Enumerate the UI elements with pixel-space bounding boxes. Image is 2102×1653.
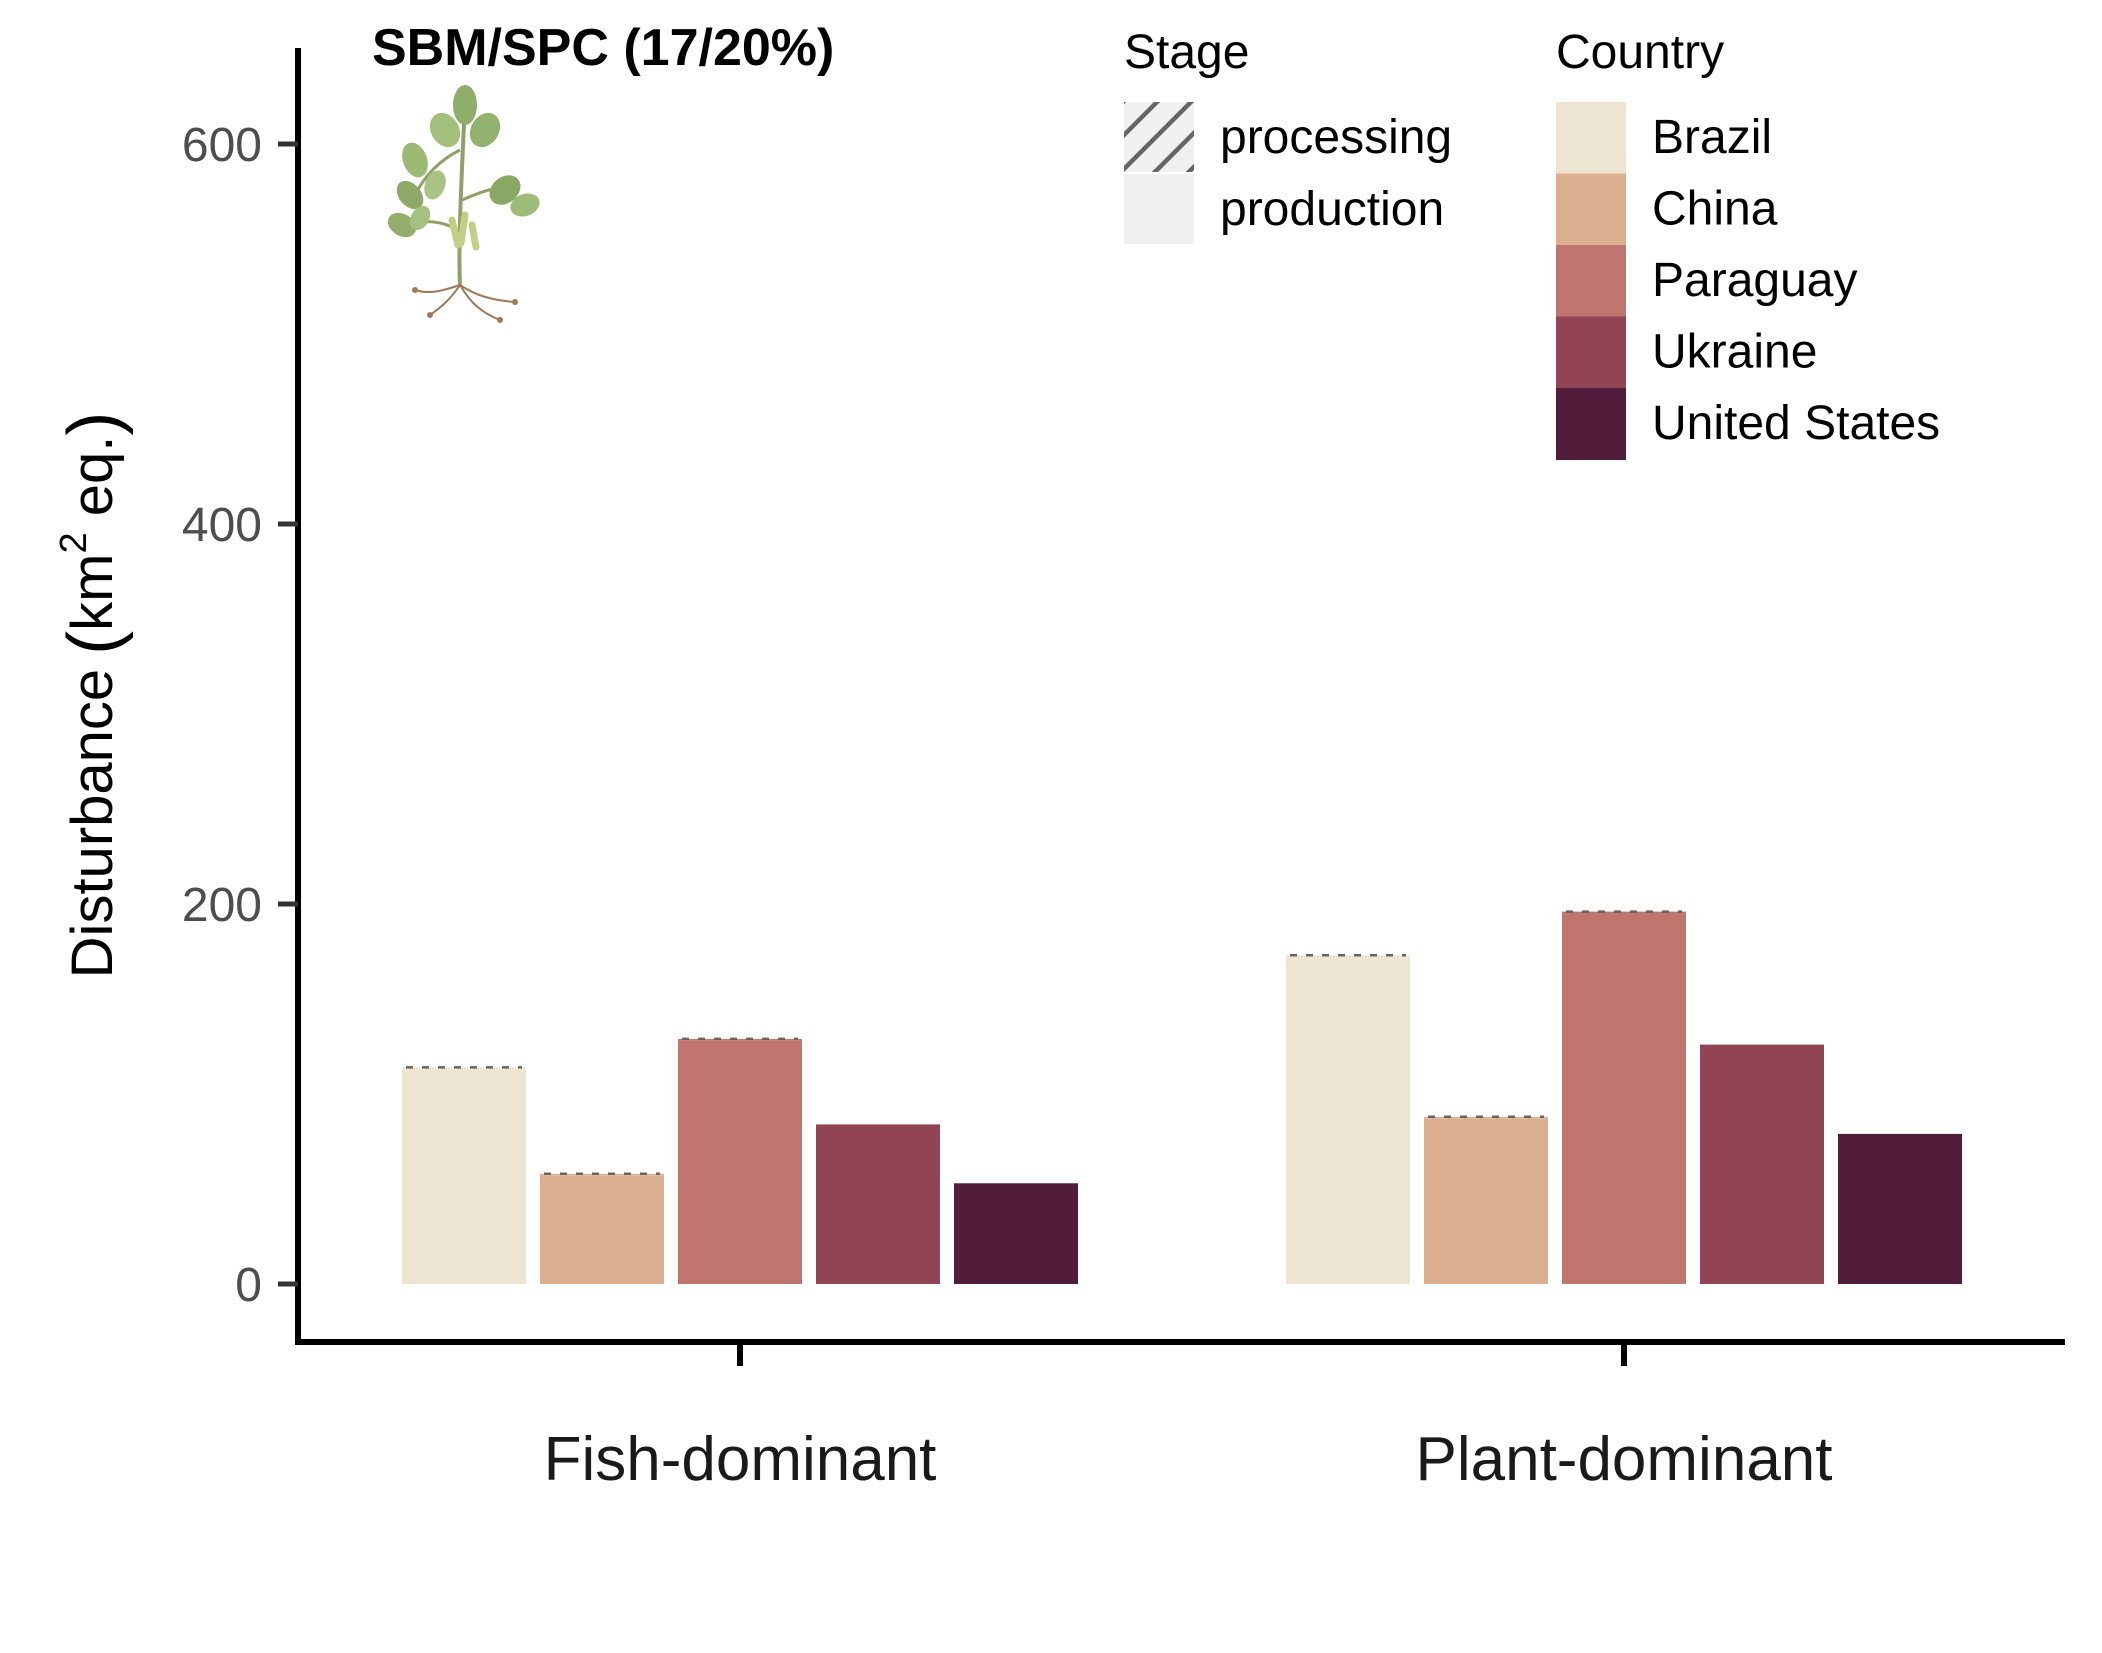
bar-production-united-states (1838, 1133, 1962, 1284)
legend-swatch-brazil (1556, 102, 1626, 174)
bar-processing-china (1424, 1116, 1548, 1119)
legend-stage-title: Stage (1124, 26, 1249, 79)
x-axis-labels: Fish-dominant Plant-dominant (544, 1342, 1833, 1494)
legend-label-production: production (1220, 183, 1444, 236)
bar-production-brazil (402, 1069, 526, 1284)
legend-label-paraguay: Paraguay (1652, 254, 1857, 307)
bar-production-paraguay (678, 1040, 802, 1284)
legend-country: Country Brazil China Paraguay Ukraine United… (1556, 26, 1940, 460)
y-tick-label: 400 (182, 499, 262, 552)
axes: 0 200 400 600 (182, 48, 2065, 1345)
y-axis-label-name: Disturbance (60, 669, 125, 978)
legend-label-united-states: United States (1652, 397, 1940, 450)
y-tick-label: 200 (182, 879, 262, 932)
legend-label-brazil: Brazil (1652, 111, 1772, 164)
chart-title: SBM/SPC (17/20%) (372, 19, 834, 77)
bar-production-ukraine (816, 1124, 940, 1284)
legend-swatch-processing (1124, 102, 1194, 172)
legend-swatch-china (1556, 173, 1626, 246)
legend-swatch-production (1124, 174, 1194, 244)
bar-production-china (540, 1175, 664, 1284)
legend-label-ukraine: Ukraine (1652, 326, 1817, 379)
bar-processing-paraguay (1562, 911, 1686, 914)
y-tick-label: 0 (235, 1259, 262, 1312)
bar-processing-brazil (402, 1067, 526, 1070)
legend-stage: Stage processing production (1124, 26, 1452, 244)
y-tick-label: 600 (182, 119, 262, 172)
legend-label-processing: processing (1220, 111, 1452, 164)
y-axis-label-unit-power: 2 (53, 532, 95, 553)
legend-swatch-united-states (1556, 388, 1626, 460)
bar-processing-china (540, 1173, 664, 1176)
bar-production-china (1424, 1118, 1548, 1284)
x-tick-label: Plant-dominant (1415, 1425, 1832, 1494)
bar-production-ukraine (1700, 1044, 1824, 1284)
bar-production-brazil (1286, 957, 1410, 1284)
legend-label-china: China (1652, 183, 1778, 236)
y-axis-label-unit-suffix: eq. (60, 436, 125, 533)
bars (402, 910, 1962, 1284)
bar-processing-brazil (1286, 955, 1410, 958)
x-tick-label: Fish-dominant (544, 1425, 937, 1494)
y-axis-label-unit: km (60, 554, 125, 631)
bar-production-paraguay (1562, 913, 1686, 1284)
y-axis-label: Disturbance(km2 eq.) (53, 412, 134, 979)
bar-production-united-states (954, 1183, 1078, 1284)
legend-country-title: Country (1556, 26, 1724, 79)
legend-swatch-ukraine (1556, 316, 1626, 389)
legend-swatch-paraguay (1556, 245, 1626, 317)
soybean-plant-icon (387, 85, 540, 323)
bar-processing-paraguay (678, 1038, 802, 1041)
